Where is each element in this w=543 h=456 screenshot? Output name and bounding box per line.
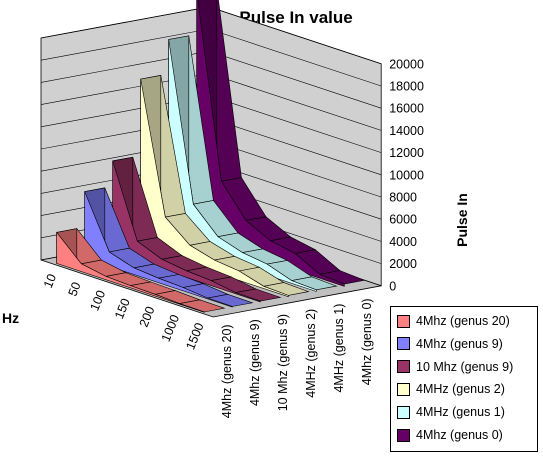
- legend-item: 4Mhz (genus 20): [397, 312, 510, 330]
- z-tick-label: 8000: [389, 191, 417, 205]
- series-axis-label: 4MHz (genus 2): [304, 309, 318, 398]
- z-tick-label: 2000: [389, 257, 417, 271]
- series-axis-label: 4Mhz (genus 0): [360, 298, 374, 385]
- chart-series-ribbons: [56, 0, 366, 313]
- series-axis-label: 4MHz (genus 1): [332, 304, 346, 393]
- series-ribbon: [196, 0, 366, 287]
- legend-label: 4MHz (genus 2): [416, 382, 505, 397]
- legend-swatch: [397, 360, 410, 374]
- legend-swatch: [397, 405, 410, 419]
- legend-label: 4Mhz (genus 20): [416, 314, 510, 328]
- z-tick-label: 6000: [389, 213, 417, 227]
- z-tick-label: 12000: [389, 146, 424, 160]
- series-ribbon: [56, 228, 226, 313]
- ribbon-front: [196, 0, 345, 287]
- x-tick-label: 1000: [159, 313, 182, 344]
- x-tick-label: 50: [65, 280, 83, 298]
- z-tick-label: 10000: [389, 168, 424, 182]
- legend-item: 4Mhz (genus 9): [397, 335, 503, 353]
- x-tick-label: 150: [112, 296, 133, 321]
- legend-label: 4MHz (genus 1): [416, 405, 505, 420]
- z-tick-label: 14000: [389, 124, 424, 138]
- legend-swatch: [397, 382, 410, 396]
- series-axis-label: 4Mhz (genus 9): [248, 319, 262, 406]
- legend-item: 4MHz (genus 2): [397, 380, 505, 398]
- legend-item: 4Mhz (genus 0): [397, 426, 503, 444]
- x-tick-label: 10: [41, 272, 59, 290]
- z-tick-label: 4000: [389, 235, 417, 249]
- z-tick-label: 0: [389, 279, 396, 293]
- series-ribbon: [112, 156, 282, 303]
- z-tick-label: 16000: [389, 102, 424, 116]
- legend-item: 4MHz (genus 1): [397, 403, 505, 421]
- x-axis-title: Hz: [2, 310, 19, 326]
- x-tick-label: 1500: [183, 321, 206, 352]
- z-tick-label: 18000: [389, 80, 424, 94]
- legend-item: 10 Mhz (genus 9): [397, 358, 513, 376]
- series-axis-label: 10 Mhz (genus 9): [276, 314, 290, 411]
- legend-swatch: [397, 337, 410, 351]
- legend-swatch: [397, 314, 410, 328]
- z-tick-label: 20000: [389, 57, 424, 71]
- ribbon-front: [84, 191, 233, 308]
- ribbon-front: [112, 160, 261, 303]
- ribbon-front: [168, 39, 317, 292]
- legend-swatch: [397, 428, 410, 442]
- ribbon-front: [140, 79, 289, 298]
- x-tick-label: 100: [87, 288, 108, 313]
- chart-legend: 4Mhz (genus 20) 4Mhz (genus 9) 10 Mhz (gen…: [390, 306, 538, 452]
- x-tick-label: 200: [137, 304, 158, 329]
- legend-label: 10 Mhz (genus 9): [416, 359, 514, 374]
- legend-label: 4Mhz (genus 9): [416, 336, 503, 351]
- ribbon-front: [56, 231, 205, 313]
- series-ribbon: [84, 187, 254, 308]
- z-axis-title: Pulse In: [454, 193, 470, 247]
- legend-label: 4Mhz (genus 0): [416, 428, 503, 442]
- series-axis-label: 4Mhz (genus 20): [220, 324, 234, 418]
